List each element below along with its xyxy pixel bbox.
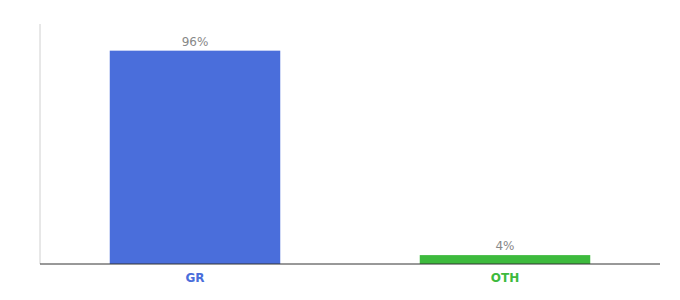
x-tick-label: GR — [185, 271, 204, 285]
y-axis-line — [40, 24, 41, 264]
chart-container: 96% 4% GR OTH — [0, 0, 680, 300]
bar — [420, 255, 591, 264]
x-axis-line — [40, 264, 660, 265]
x-tick-label: OTH — [491, 271, 519, 285]
bar — [110, 51, 281, 264]
data-label: 96% — [182, 35, 209, 49]
data-label: 4% — [495, 239, 514, 253]
bars — [110, 51, 591, 264]
chart-svg: 96% 4% GR OTH — [0, 0, 680, 300]
